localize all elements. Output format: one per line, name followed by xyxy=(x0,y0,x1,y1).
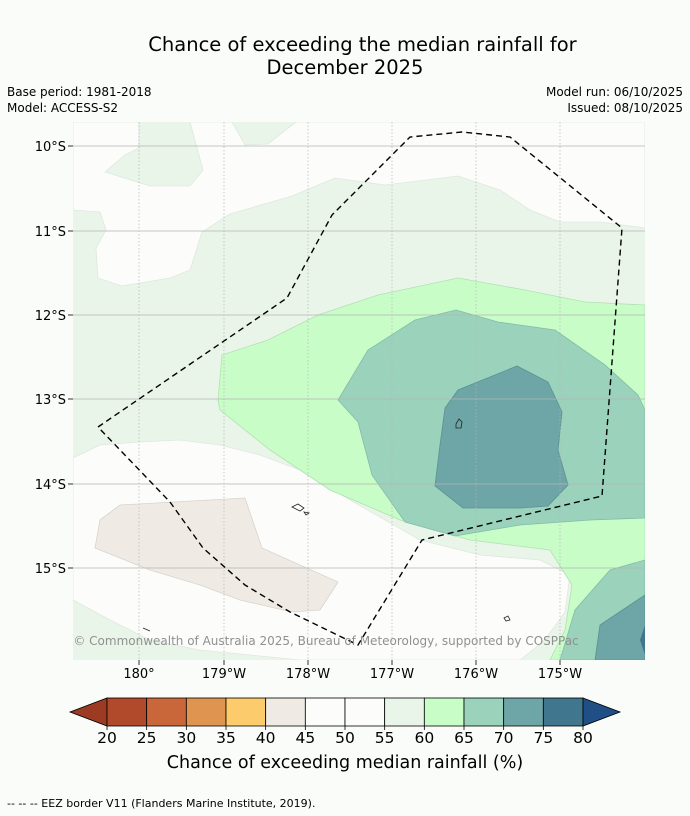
title-line-2: December 2025 xyxy=(266,56,424,79)
colorbar-tick-labels: 20 25 30 35 40 45 50 55 60 65 70 75 80 xyxy=(97,729,593,747)
lat-label-12s: 12°S xyxy=(35,309,66,324)
lat-labels: 10°S 11°S 12°S 13°S 14°S 15°S xyxy=(35,140,66,577)
copyright-notice: © Commonwealth of Australia 2025, Bureau… xyxy=(73,634,578,648)
island-wallis xyxy=(455,418,463,429)
lon-label-176w: 176°W xyxy=(454,667,498,682)
eez-footer-note: -- -- -- EEZ border V11 (Flanders Marine… xyxy=(7,797,316,810)
colorbar-cell xyxy=(542,697,584,727)
colorbar-cell xyxy=(304,697,346,727)
lat-label-10s: 10°S xyxy=(35,140,66,155)
colorbar: 20 25 30 35 40 45 50 55 60 65 70 75 80 xyxy=(68,697,622,747)
colorbar-cell xyxy=(146,697,187,727)
contour-75-80-southeast xyxy=(640,625,645,655)
island-outlines xyxy=(142,418,511,632)
colorbar-cell xyxy=(225,697,267,727)
lon-ticks xyxy=(138,660,561,665)
colorbar-tick-label: 35 xyxy=(216,729,236,747)
contour-70-75 xyxy=(434,365,569,509)
colorbar-tick-label: 20 xyxy=(97,729,117,747)
colorbar-tick-label: 65 xyxy=(454,729,474,747)
colorbar-ticks xyxy=(106,726,584,730)
base-period: Base period: 1981-2018 xyxy=(7,85,152,99)
lon-label-179w: 179°W xyxy=(202,667,246,682)
lat-label-11s: 11°S xyxy=(35,225,66,240)
title-line-1: Chance of exceeding the median rainfall … xyxy=(148,33,577,56)
colorbar-high-extend xyxy=(582,697,622,727)
colorbar-cell xyxy=(384,697,425,727)
colorbar-tick-label: 40 xyxy=(256,729,276,747)
lon-label-175w: 175°W xyxy=(538,667,582,682)
contour-70-75-southeast xyxy=(594,594,645,660)
colorbar-tick-label: 60 xyxy=(414,729,434,747)
colorbar-tick-label: 75 xyxy=(533,729,553,747)
colorbar-tick-label: 80 xyxy=(573,729,593,747)
rainfall-contours xyxy=(73,122,645,660)
colorbar-label: Chance of exceeding median rainfall (%) xyxy=(166,753,524,773)
colorbar-cell xyxy=(185,697,227,727)
colorbar-tick-label: 25 xyxy=(137,729,157,747)
colorbar-cells xyxy=(106,697,584,727)
lon-labels: 180° 179°W 178°W 177°W 176°W 175°W xyxy=(123,667,582,682)
lat-label-15s: 15°S xyxy=(35,562,66,577)
contour-40-45 xyxy=(94,497,339,613)
lon-label-180: 180° xyxy=(123,667,154,682)
graticule xyxy=(73,122,645,660)
colorbar-tick-label: 50 xyxy=(335,729,355,747)
eez-border xyxy=(96,131,623,646)
lat-ticks xyxy=(68,145,73,569)
colorbar-cell xyxy=(423,697,465,727)
colorbar-cell xyxy=(106,697,148,727)
colorbar-tick-label: 30 xyxy=(176,729,196,747)
lon-label-178w: 178°W xyxy=(286,667,330,682)
contour-50-55-north xyxy=(73,122,645,287)
colorbar-tick-label: 45 xyxy=(295,729,315,747)
lat-label-14s: 14°S xyxy=(35,478,66,493)
contour-50-55-south xyxy=(73,439,571,660)
model-run: Model run: 06/10/2025 xyxy=(545,85,683,99)
map-panel: © Commonwealth of Australia 2025, Bureau… xyxy=(35,122,645,682)
issued-date: Issued: 08/10/2025 xyxy=(567,101,683,115)
lon-label-177w: 177°W xyxy=(370,667,414,682)
colorbar-cell xyxy=(265,697,306,727)
colorbar-cell xyxy=(503,697,544,727)
island-futuna xyxy=(291,503,305,512)
model-name: Model: ACCESS-S2 xyxy=(7,101,119,115)
islet-south xyxy=(503,615,511,622)
colorbar-tick-label: 70 xyxy=(494,729,514,747)
islet-southwest xyxy=(142,627,151,632)
colorbar-cell xyxy=(344,697,386,727)
colorbar-tick-label: 55 xyxy=(375,729,395,747)
lat-label-13s: 13°S xyxy=(35,393,66,408)
island-alofi xyxy=(303,511,311,516)
colorbar-low-extend xyxy=(68,697,108,727)
colorbar-cell xyxy=(463,697,505,727)
